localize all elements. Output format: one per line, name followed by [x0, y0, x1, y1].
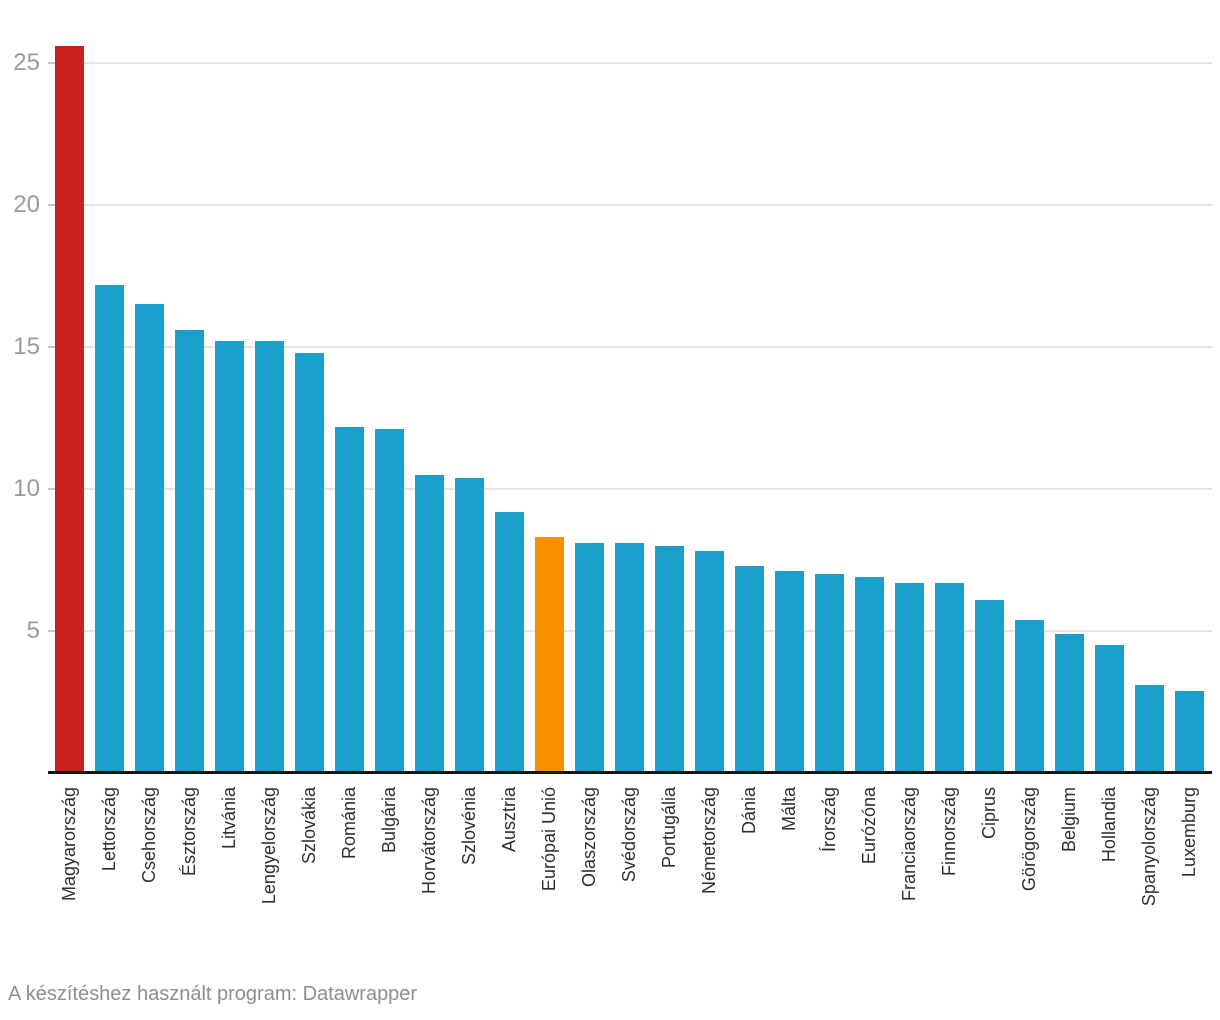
bar [375, 429, 404, 773]
x-tick-label-text: Ausztria [499, 787, 519, 853]
x-tick-label-text: Szlovákia [299, 787, 319, 865]
x-tick-label-text: Magyarország [59, 787, 79, 902]
gridline [48, 488, 1212, 490]
x-tick-label-text: Belgium [1059, 787, 1079, 853]
y-tick-label: 15 [13, 333, 40, 360]
bar [735, 566, 764, 773]
gridline [48, 62, 1212, 64]
bar [135, 304, 164, 773]
bar [295, 353, 324, 773]
bar [415, 475, 444, 773]
x-tick-label-text: Svédország [619, 787, 639, 883]
x-tick-label-text: Németország [699, 787, 719, 895]
x-tick-label-text: Szlovénia [459, 787, 479, 866]
bar [455, 478, 484, 773]
bar [855, 577, 884, 773]
x-tick-label-text: Észtország [179, 787, 199, 877]
y-axis-tick [48, 62, 56, 64]
bar [215, 341, 244, 773]
bar [575, 543, 604, 773]
x-tick-label-text: Románia [339, 787, 359, 860]
bar [935, 583, 964, 773]
x-tick-label-text: Olaszország [579, 787, 599, 888]
bar [655, 546, 684, 773]
x-tick-label-text: Görögország [1019, 787, 1039, 892]
y-axis-tick [48, 346, 56, 348]
y-tick-label: 5 [26, 617, 40, 644]
bar [495, 512, 524, 773]
x-tick-label-text: Csehország [139, 787, 159, 884]
x-tick-label-text: Franciaország [899, 787, 919, 902]
bar [1015, 620, 1044, 773]
bar [1175, 691, 1204, 773]
x-axis-line [48, 771, 1212, 774]
y-axis-tick [48, 204, 56, 206]
y-tick-label: 25 [13, 49, 40, 76]
x-tick-label-text: Málta [779, 787, 799, 832]
x-tick-label-text: Európai Unió [539, 787, 559, 892]
gridline [48, 204, 1212, 206]
x-tick-label-text: Finnország [939, 787, 959, 877]
x-tick-label-text: Horvátország [419, 787, 439, 895]
x-tick-label-text: Lengyelország [259, 787, 279, 905]
bar [895, 583, 924, 773]
bar [95, 285, 124, 773]
bar [815, 574, 844, 773]
y-axis-tick [48, 630, 56, 632]
x-tick-label-text: Portugália [659, 787, 679, 869]
x-tick-label-text: Bulgária [379, 787, 399, 854]
x-tick-label-text: Spanyolország [1139, 787, 1159, 907]
bar [1095, 645, 1124, 773]
bar [55, 46, 84, 773]
x-tick-label-text: Írország [819, 787, 839, 853]
y-tick-label: 10 [13, 475, 40, 502]
bar [175, 330, 204, 773]
x-tick-label-text: Eurózóna [859, 787, 879, 865]
chart-credit: A készítéshez használt program: Datawrap… [8, 983, 418, 1005]
y-tick-label: 20 [13, 191, 40, 218]
bar [1055, 634, 1084, 773]
x-tick-label-text: Luxemburg [1179, 787, 1199, 878]
bar [615, 543, 644, 773]
bar [695, 551, 724, 773]
bar [775, 571, 804, 773]
y-axis-tick [48, 488, 56, 490]
gridline [48, 346, 1212, 348]
x-tick-label-text: Ciprus [979, 787, 999, 840]
bar [975, 600, 1004, 773]
x-tick-label-text: Litvánia [219, 787, 239, 850]
x-tick-label-text: Lettország [99, 787, 119, 872]
bar [255, 341, 284, 773]
bar [535, 537, 564, 773]
bar [1135, 685, 1164, 773]
bar [335, 427, 364, 773]
x-tick-label-text: Dánia [739, 787, 759, 835]
x-tick-label-text: Hollandia [1099, 787, 1119, 863]
